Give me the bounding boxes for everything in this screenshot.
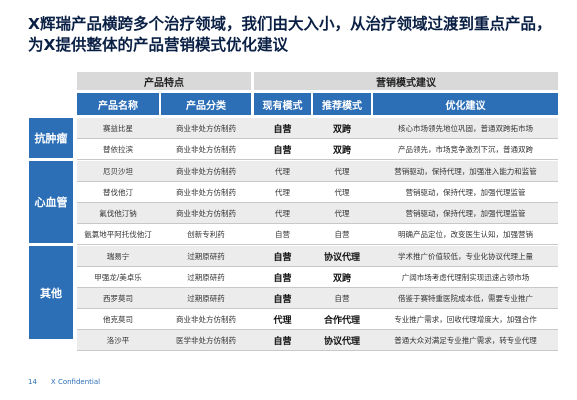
product-name-cell: 氟伐他汀钠: [99, 208, 137, 218]
group-label-other: 其他: [29, 246, 73, 339]
table-row: 厄贝沙坦 商业非处方仿制药 代理 代理 营销驱动，保持代理，加强准入能力和监管: [77, 161, 558, 182]
advice-cell: 营销驱动，保持代理，加强代理监管: [405, 187, 526, 197]
product-name-cell: 氨氯地平阿托伐他汀: [84, 229, 152, 239]
recommended-mode-cell: 双跨: [332, 273, 351, 284]
product-category-cell: 创新专利药: [187, 229, 225, 239]
product-category-cell: 商业非处方仿制药: [176, 187, 236, 197]
table-row: 洛沙平 医学非处方仿制药 自营 协议代理 普通大众对满足专业推广需求，转专业代理: [77, 330, 558, 351]
advice-cell: 普通大众对满足专业推广需求，转专业代理: [394, 335, 537, 345]
group-label-oncology: 抗肿瘤: [29, 118, 73, 158]
table-row: 替伐他汀 商业非处方仿制药 代理 代理 营销驱动，保持代理，加强代理监管: [77, 182, 558, 203]
recommended-mode-cell: 自营: [334, 229, 350, 239]
recommended-mode-cell: 合作代理: [323, 315, 360, 326]
column-header-category: 产品分类: [161, 93, 251, 115]
table-row: 替依拉滨 商业非处方仿制药 自营 双跨 产品领先，市场竞争激烈下沉，普通双跨: [77, 139, 558, 160]
current-mode-cell: 自营: [273, 273, 292, 284]
product-name-cell: 西罗莫司: [103, 293, 133, 303]
product-name-cell: 赛益比星: [103, 123, 133, 133]
advice-cell: 明确产品定位，改变医生认知，加强营销: [398, 229, 533, 239]
product-name-cell: 厄贝沙坦: [103, 166, 133, 176]
product-category-cell: 商业非处方仿制药: [176, 123, 236, 133]
recommended-mode-cell: 双跨: [332, 124, 351, 135]
current-mode-cell: 代理: [275, 208, 290, 218]
recommended-mode-cell: 代理: [334, 187, 350, 197]
current-mode-cell: 自营: [273, 252, 292, 263]
column-header-recommended-mode: 推荐模式: [313, 93, 371, 115]
product-category-cell: 商业非处方仿制药: [176, 314, 236, 324]
current-mode-cell: 自营: [273, 124, 292, 135]
recommended-mode-cell: 自营: [334, 293, 350, 303]
product-name-cell: 替伐他汀: [103, 187, 133, 197]
current-mode-cell: 代理: [275, 166, 290, 176]
column-header-current-mode: 现有模式: [254, 93, 311, 115]
table-row: 赛益比星 商业非处方仿制药 自营 双跨 核心市场领先地位巩固，普通双跨拓市场: [77, 118, 558, 139]
page-number: 14: [28, 378, 37, 386]
product-name-cell: 他克莫司: [103, 314, 133, 324]
table-row: 甲强龙/美卓乐 过期原研药 自营 双跨 广阔市场考虑代理制实现迅速占领市场: [77, 267, 558, 288]
current-mode-cell: 代理: [273, 315, 292, 326]
product-category-cell: 商业非处方仿制药: [176, 144, 236, 154]
product-category-cell: 商业非处方仿制药: [176, 208, 236, 218]
recommended-mode-cell: 协议代理: [323, 336, 360, 347]
group-label-cardiovascular: 心血管: [29, 161, 73, 243]
current-mode-cell: 自营: [273, 294, 292, 305]
current-mode-cell: 自营: [273, 336, 292, 347]
advice-cell: 专业推广需求，回收代理增度大，加强合作: [394, 314, 537, 324]
product-category-cell: 商业非处方仿制药: [176, 166, 236, 176]
footer: 14 X Confidential: [28, 378, 100, 386]
product-category-cell: 过期原研药: [187, 251, 225, 261]
table-row: 他克莫司 商业非处方仿制药 代理 合作代理 专业推广需求，回收代理增度大，加强合…: [77, 309, 558, 330]
recommended-mode-cell: 代理: [334, 208, 350, 218]
product-category-cell: 过期原研药: [187, 272, 225, 282]
advice-cell: 营销驱动，保持代理，加强代理监管: [405, 208, 526, 218]
product-name-cell: 洛沙平: [106, 335, 130, 345]
recommended-mode-cell: 代理: [334, 166, 350, 176]
advice-cell: 核心市场领先地位巩固，普通双跨拓市场: [398, 123, 533, 133]
current-mode-cell: 自营: [273, 145, 292, 156]
advice-cell: 借鉴于赛特重医院成本低，需要专业推广: [398, 293, 533, 303]
recommended-mode-cell: 协议代理: [323, 252, 360, 263]
header-marketing-advice: 营销模式建议: [254, 72, 558, 90]
advice-cell: 学术推广价值较低，专业化协议代理上量: [398, 251, 533, 261]
current-mode-cell: 代理: [275, 187, 290, 197]
table-row: 氟伐他汀钠 商业非处方仿制药 代理 代理 营销驱动，保持代理，加强代理监管: [77, 203, 558, 224]
confidential-label: X Confidential: [50, 378, 101, 386]
product-name-cell: 瑞易宁: [106, 251, 130, 261]
product-name-cell: 甲强龙/美卓乐: [94, 272, 142, 282]
table-row: 西罗莫司 过期原研药 自营 自营 借鉴于赛特重医院成本低，需要专业推广: [77, 288, 558, 309]
advice-cell: 营销驱动，保持代理，加强准入能力和监管: [394, 166, 537, 176]
product-name-cell: 替依拉滨: [103, 144, 133, 154]
advice-cell: 产品领先，市场竞争激烈下沉，普通双跨: [398, 144, 533, 154]
advice-cell: 广阔市场考虑代理制实现迅速占领市场: [401, 272, 530, 282]
header-product-features: 产品特点: [77, 72, 251, 90]
recommended-mode-cell: 双跨: [332, 145, 351, 156]
column-header-name: 产品名称: [77, 93, 159, 115]
column-header-advice: 优化建议: [373, 93, 558, 115]
table-row: 氨氯地平阿托伐他汀 创新专利药 自营 自营 明确产品定位，改变医生认知，加强营销: [77, 224, 558, 245]
table-row: 瑞易宁 过期原研药 自营 协议代理 学术推广价值较低，专业化协议代理上量: [77, 246, 558, 267]
product-category-cell: 过期原研药: [187, 293, 225, 303]
product-category-cell: 医学非处方仿制药: [176, 335, 236, 345]
page-title: X辉瑞产品横跨多个治疗领域，我们由大入小，从治疗领域过渡到重点产品，为X提供整体…: [28, 15, 552, 54]
current-mode-cell: 自营: [275, 229, 290, 239]
